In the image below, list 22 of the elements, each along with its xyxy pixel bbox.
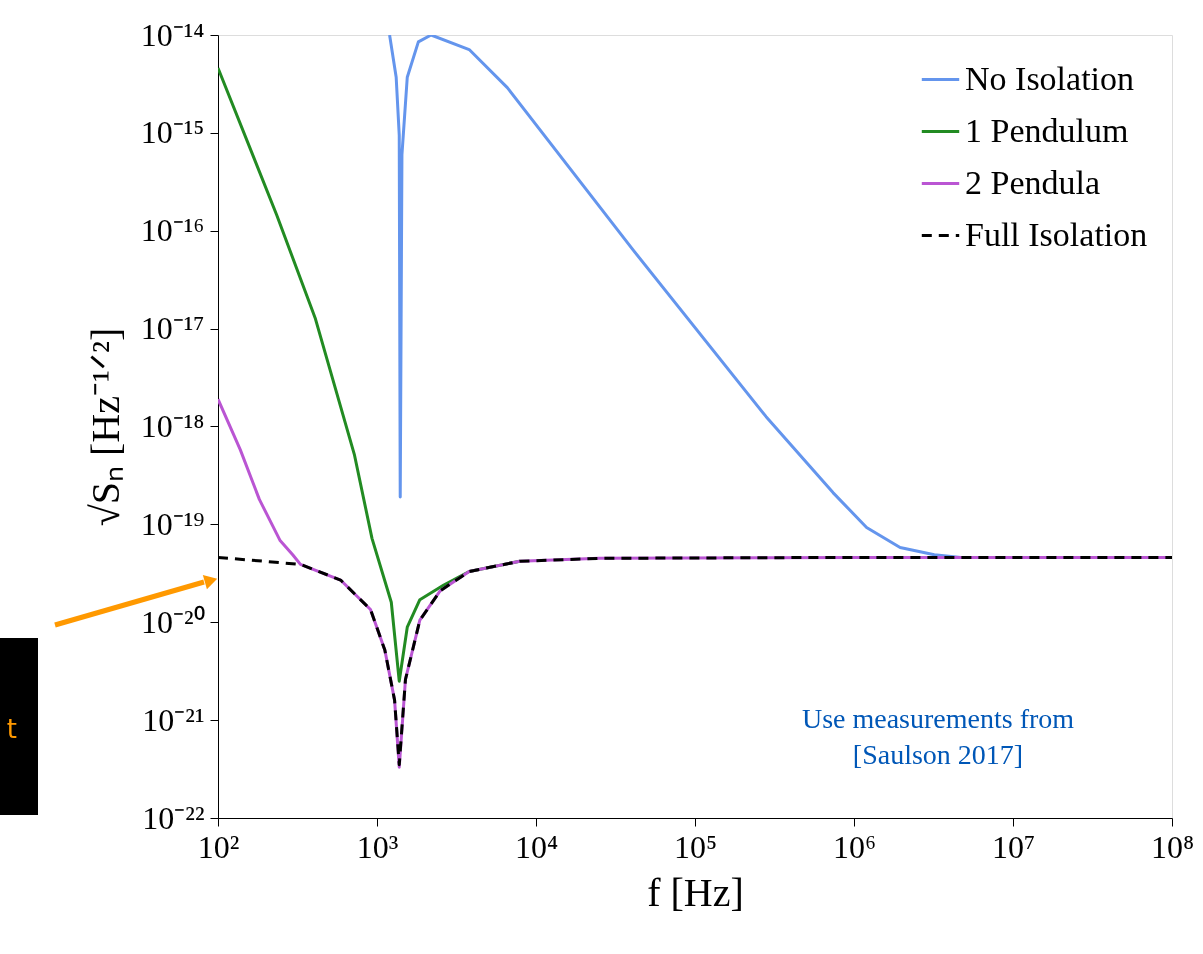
annotation: Use measurements from [Saulson 2017]	[801, 703, 1075, 770]
y-tick-label: 10⁻¹⁴	[140, 16, 205, 53]
x-tick-label: 10⁸	[1150, 828, 1195, 865]
x-tick-label: 10⁶	[832, 828, 877, 865]
legend-label: 2 Pendula	[965, 163, 1101, 201]
y-tick-label: 10⁻²¹	[142, 701, 205, 738]
y-tick-label: 10⁻¹⁶	[140, 212, 205, 249]
x-tick-label: 10⁴	[514, 828, 559, 865]
x-axis-title: f [Hz]	[647, 869, 744, 915]
y-tick-label: 10⁻¹⁹	[140, 505, 205, 542]
y-tick-label: 10⁻²⁰	[140, 603, 205, 640]
x-tick-label: 10³	[356, 828, 399, 865]
legend-label: 1 Pendulum	[965, 111, 1129, 149]
legend-label: No Isolation	[965, 59, 1135, 97]
y-tick-label: 10⁻¹⁵	[140, 114, 205, 151]
text: t	[6, 714, 17, 744]
y-tick-label: 10⁻¹⁸	[140, 408, 205, 444]
x-tick-label: 10⁷	[991, 828, 1036, 865]
x-tick-label: 10⁵	[673, 828, 718, 865]
y-tick-label: 10⁻¹⁷	[140, 310, 205, 347]
y-axis-title: √Sₙ [Hz⁻¹ᐟ²]	[82, 327, 128, 527]
legend-label: Full Isolation	[965, 215, 1148, 253]
